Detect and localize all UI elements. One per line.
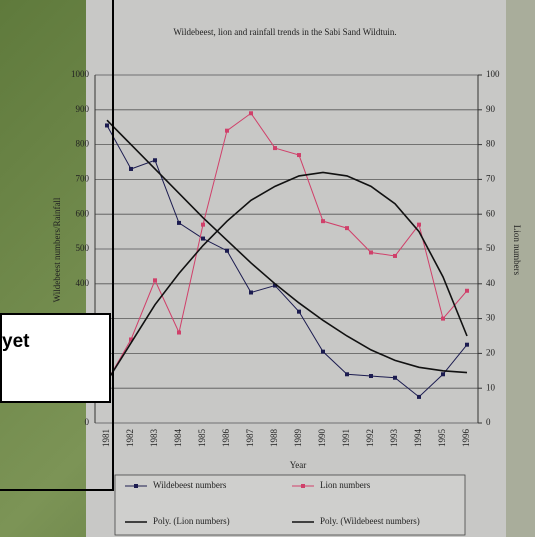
point <box>273 283 277 288</box>
x-tick-label: 1989 <box>293 429 303 448</box>
x-tick-label: 1987 <box>245 429 255 448</box>
point <box>297 309 301 314</box>
y-tick-label: 700 <box>76 173 90 183</box>
y2-tick-label: 20 <box>486 347 496 357</box>
y-axis-label: Wildebeest numbers/Rainfall <box>52 197 62 302</box>
trend-line <box>106 119 468 374</box>
point <box>129 166 133 171</box>
y2-tick-label: 30 <box>486 313 496 323</box>
point <box>249 290 253 295</box>
point <box>417 394 421 399</box>
y2-tick-label: 50 <box>486 243 496 253</box>
x-tick-label: 1994 <box>413 429 423 448</box>
point <box>345 372 349 377</box>
point <box>369 250 373 255</box>
y-tick-label: 1000 <box>71 69 90 79</box>
y2-tick-label: 40 <box>486 278 496 288</box>
point <box>249 111 253 116</box>
legend-box <box>114 474 466 536</box>
point <box>321 219 325 224</box>
legend-marker <box>301 484 305 488</box>
series-line <box>106 125 468 398</box>
paper-edge <box>506 0 535 537</box>
point <box>153 158 157 163</box>
x-tick-label: 1981 <box>101 429 111 447</box>
y-tick-label: 800 <box>76 139 90 149</box>
x-tick-label: 1988 <box>269 429 279 448</box>
point <box>273 146 277 151</box>
y2-tick-label: 100 <box>486 69 500 79</box>
x-tick-label: 1983 <box>149 429 159 448</box>
point <box>417 222 421 227</box>
point <box>177 220 181 225</box>
point <box>345 226 349 231</box>
point <box>129 337 133 342</box>
frame-line <box>0 489 114 491</box>
legend-marker <box>134 484 138 488</box>
x-tick-label: 1993 <box>389 429 399 448</box>
overlay-text: yet <box>2 331 30 352</box>
point <box>393 253 397 258</box>
chart-title: Wildebeest, lion and rainfall trends in … <box>173 27 396 37</box>
legend-label: Poly. (Lion numbers) <box>153 516 230 526</box>
point <box>225 248 229 253</box>
overlay-box: yet <box>0 313 111 403</box>
y2-tick-label: 10 <box>486 382 496 392</box>
legend-label: Lion numbers <box>320 480 371 490</box>
series-line <box>106 112 468 382</box>
y-tick-label: 400 <box>76 278 90 288</box>
point <box>465 342 469 347</box>
x-tick-label: 1985 <box>197 429 207 448</box>
legend-label: Poly. (Wildebeest numbers) <box>320 516 420 526</box>
x-tick-label: 1990 <box>317 429 327 448</box>
point <box>369 374 373 379</box>
point <box>225 128 229 133</box>
point <box>441 316 445 321</box>
y2-axis-label: Lion numbers <box>512 225 522 276</box>
point <box>393 375 397 380</box>
frame-line <box>112 0 114 491</box>
point <box>177 330 181 335</box>
x-tick-label: 1995 <box>437 429 447 448</box>
y-tick-label: 500 <box>76 243 90 253</box>
x-tick-label: 1992 <box>365 429 375 447</box>
x-tick-label: 1982 <box>125 429 135 447</box>
y2-tick-label: 80 <box>486 139 496 149</box>
y-tick-label: 0 <box>85 417 90 427</box>
point <box>321 349 325 354</box>
point <box>153 278 157 283</box>
point <box>201 222 205 227</box>
x-axis-label: Year <box>290 460 307 470</box>
paper <box>86 0 506 537</box>
y2-tick-label: 60 <box>486 208 496 218</box>
y2-tick-label: 90 <box>486 104 496 114</box>
point <box>441 372 445 377</box>
x-tick-label: 1991 <box>341 429 351 447</box>
point <box>105 123 109 128</box>
y2-tick-label: 0 <box>486 417 491 427</box>
y2-tick-label: 70 <box>486 173 496 183</box>
point <box>297 153 301 158</box>
y-tick-label: 600 <box>76 208 90 218</box>
point <box>201 236 205 241</box>
x-tick-label: 1984 <box>173 429 183 448</box>
point <box>465 288 469 293</box>
trend-line <box>106 171 468 382</box>
y-tick-label: 900 <box>76 104 90 114</box>
x-tick-label: 1986 <box>221 429 231 448</box>
legend-label: Wildebeest numbers <box>153 480 227 490</box>
x-tick-label: 1996 <box>461 429 471 448</box>
